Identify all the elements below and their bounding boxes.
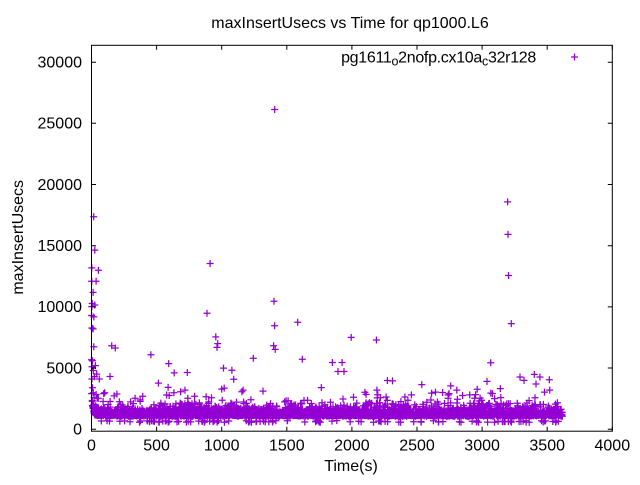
svg-text:1500: 1500 bbox=[269, 438, 305, 455]
svg-text:2500: 2500 bbox=[399, 438, 435, 455]
svg-text:4000: 4000 bbox=[595, 438, 631, 455]
svg-text:Time(s): Time(s) bbox=[324, 458, 378, 475]
svg-text:5000: 5000 bbox=[46, 360, 82, 377]
svg-text:15000: 15000 bbox=[38, 238, 83, 255]
svg-text:2000: 2000 bbox=[334, 438, 370, 455]
svg-text:pg1611o2nofp.cx10ac32r128: pg1611o2nofp.cx10ac32r128 bbox=[341, 50, 536, 69]
svg-text:25000: 25000 bbox=[38, 116, 83, 133]
svg-text:10000: 10000 bbox=[38, 299, 83, 316]
svg-text:maxInsertUsecs vs Time for qp1: maxInsertUsecs vs Time for qp1000.L6 bbox=[211, 15, 489, 32]
svg-text:0: 0 bbox=[87, 438, 96, 455]
svg-text:1000: 1000 bbox=[204, 438, 240, 455]
svg-text:maxInsertUsecs: maxInsertUsecs bbox=[10, 180, 27, 295]
svg-text:3500: 3500 bbox=[529, 438, 565, 455]
svg-text:30000: 30000 bbox=[38, 55, 83, 72]
svg-text:20000: 20000 bbox=[38, 177, 83, 194]
svg-text:500: 500 bbox=[143, 438, 170, 455]
svg-text:3000: 3000 bbox=[464, 438, 500, 455]
svg-text:0: 0 bbox=[73, 422, 82, 439]
